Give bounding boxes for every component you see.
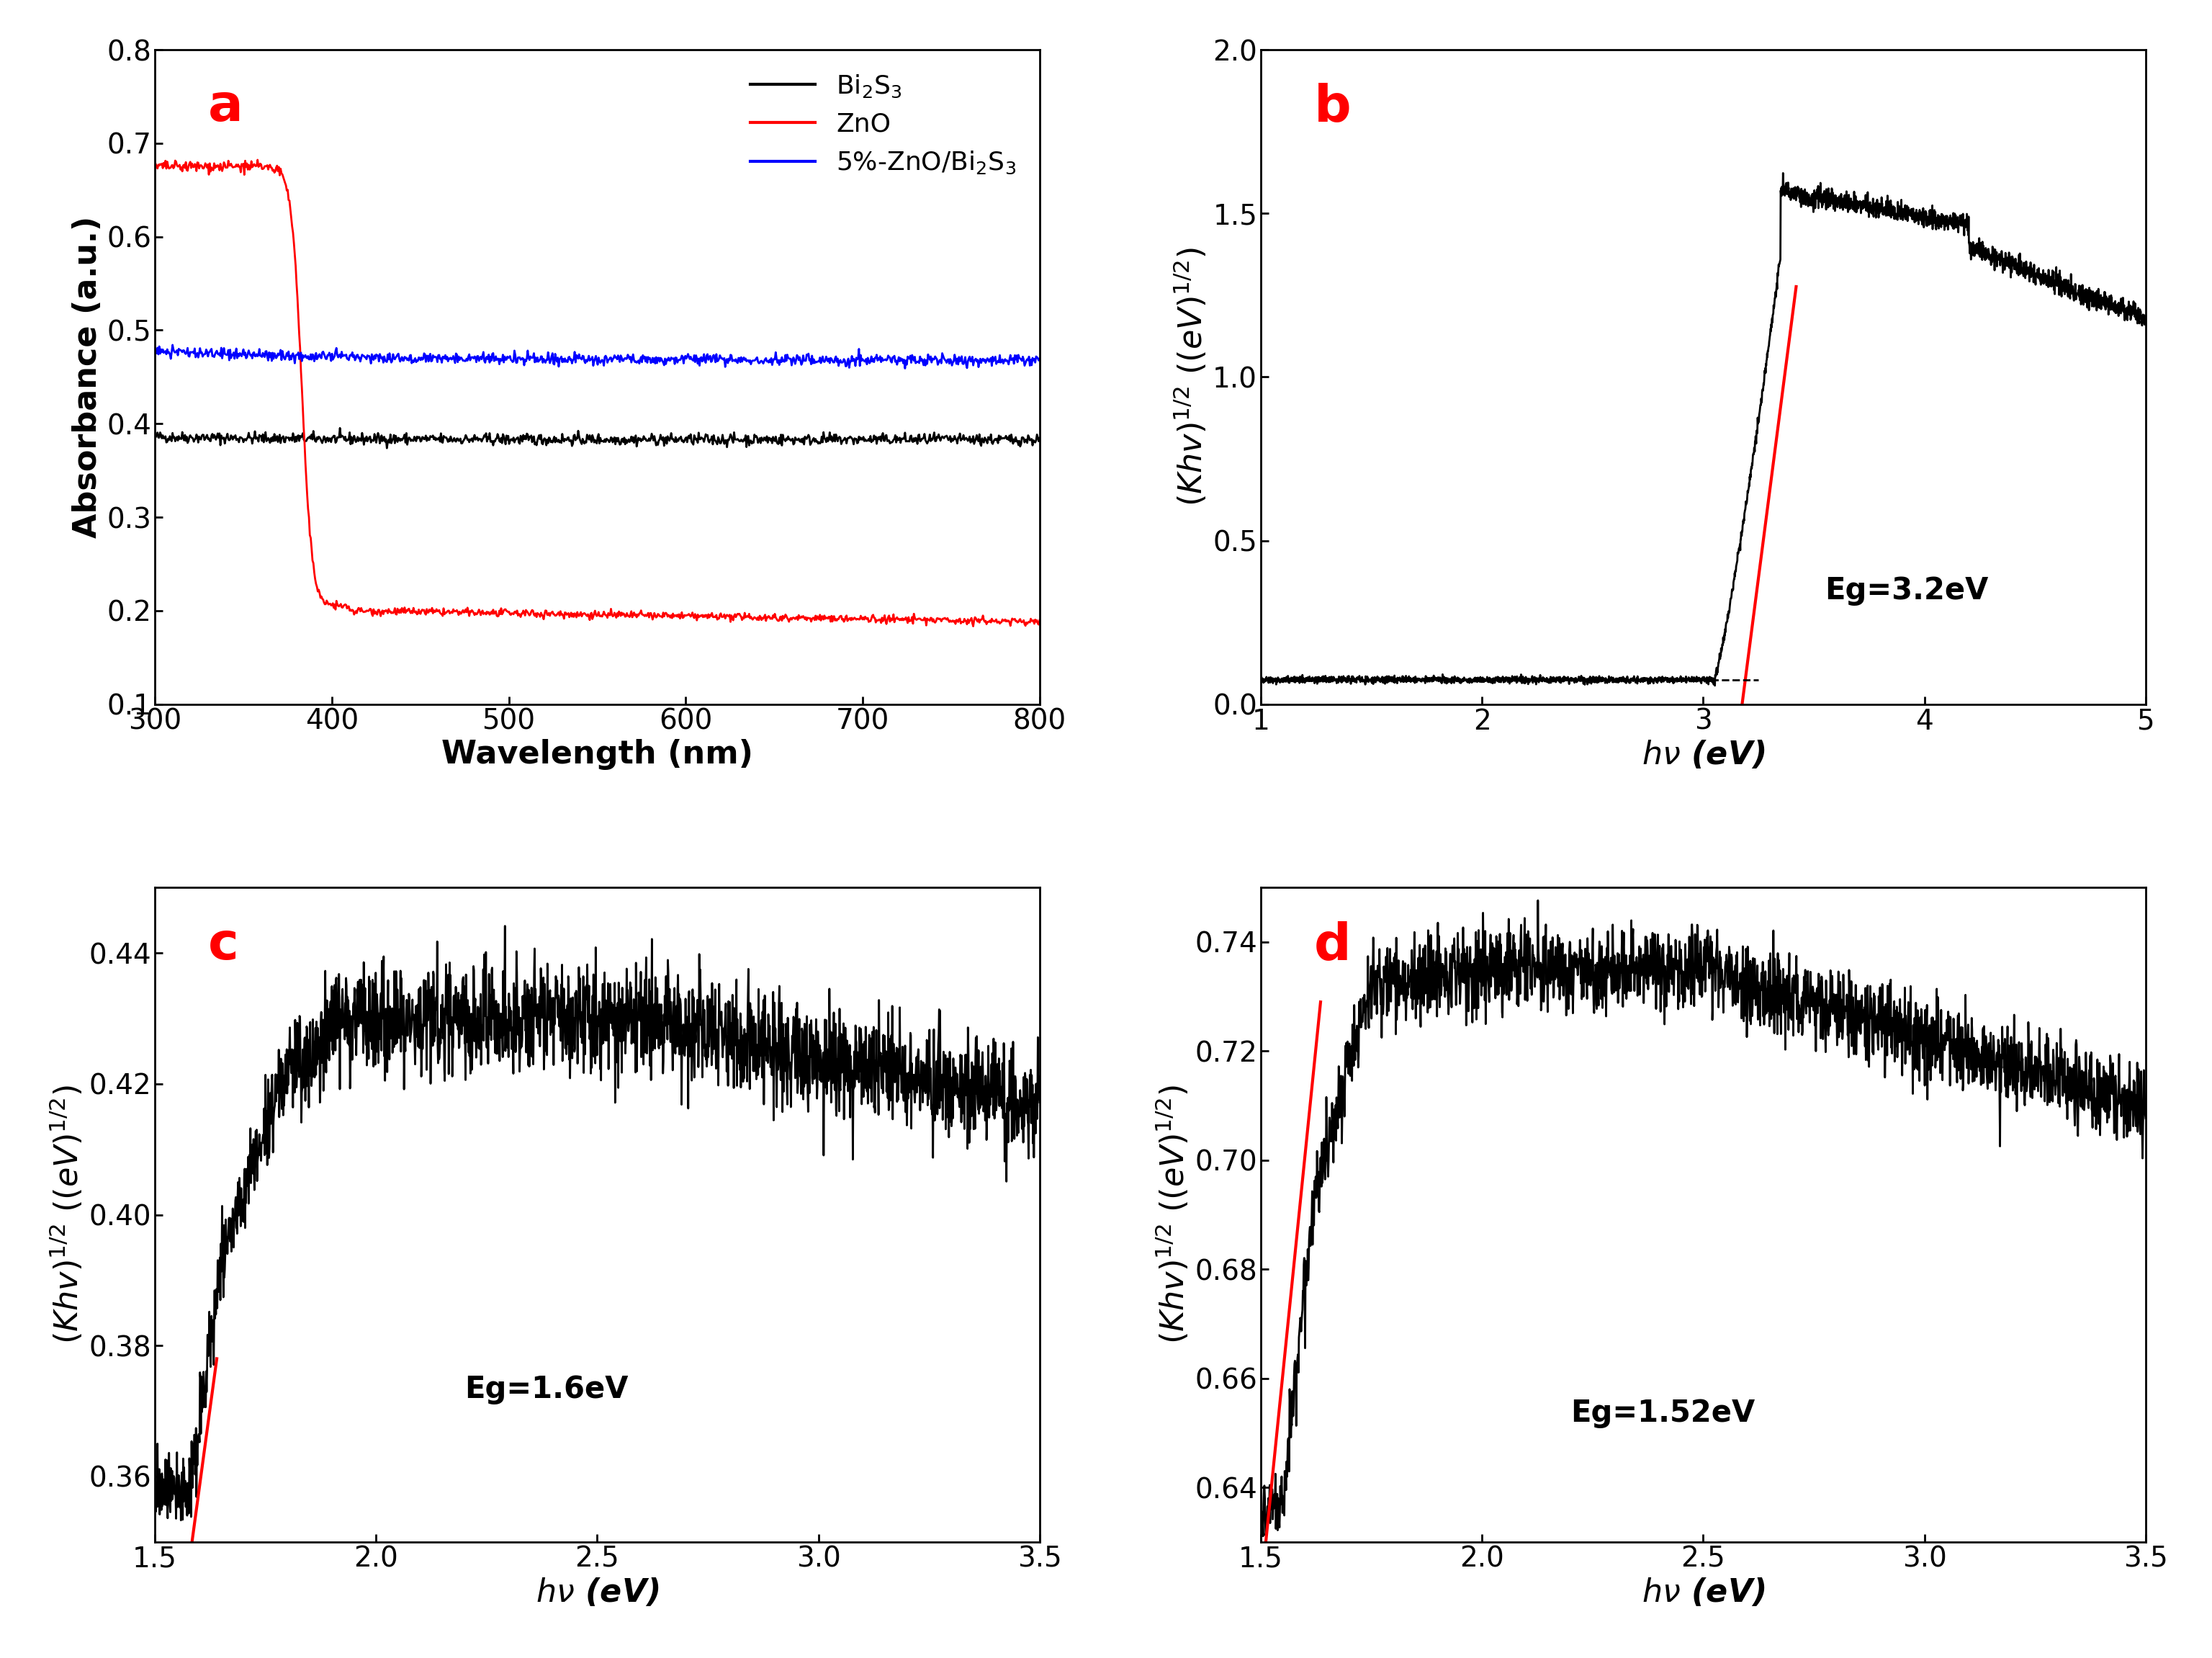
Text: Eg=1.52eV: Eg=1.52eV <box>1571 1398 1754 1429</box>
X-axis label: $h\nu$ (eV): $h\nu$ (eV) <box>1641 739 1765 771</box>
Y-axis label: $(Khv)^{1/2}\ ((eV)^{1/2})$: $(Khv)^{1/2}\ ((eV)^{1/2})$ <box>1172 247 1208 506</box>
Y-axis label: $(Khv)^{1/2}\ ((eV)^{1/2})$: $(Khv)^{1/2}\ ((eV)^{1/2})$ <box>1155 1086 1190 1345</box>
Y-axis label: $(Khv)^{1/2}\ ((eV)^{1/2})$: $(Khv)^{1/2}\ ((eV)^{1/2})$ <box>49 1086 84 1345</box>
Text: b: b <box>1314 83 1352 133</box>
X-axis label: Wavelength (nm): Wavelength (nm) <box>442 739 752 769</box>
X-axis label: $h\nu$ (eV): $h\nu$ (eV) <box>1641 1577 1765 1608</box>
X-axis label: $h\nu$ (eV): $h\nu$ (eV) <box>535 1577 659 1608</box>
Y-axis label: Absorbance (a.u.): Absorbance (a.u.) <box>71 216 102 539</box>
Text: a: a <box>208 83 243 133</box>
Text: Eg=3.2eV: Eg=3.2eV <box>1825 575 1989 605</box>
Text: d: d <box>1314 920 1352 970</box>
Text: Eg=1.6eV: Eg=1.6eV <box>465 1374 628 1404</box>
Text: c: c <box>208 920 239 970</box>
Legend: Bi$_2$S$_3$, ZnO, 5%-ZnO/Bi$_2$S$_3$: Bi$_2$S$_3$, ZnO, 5%-ZnO/Bi$_2$S$_3$ <box>741 63 1026 186</box>
